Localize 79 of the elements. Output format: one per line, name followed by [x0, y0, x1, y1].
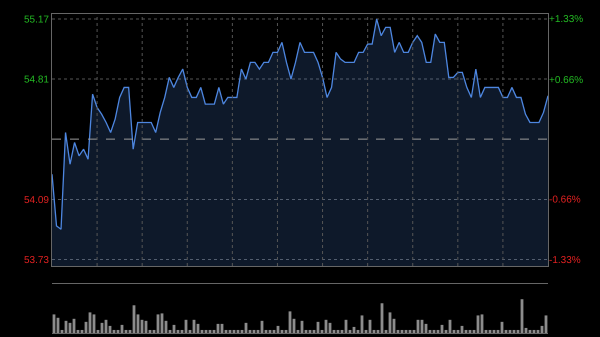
y-tick-label: 53.73	[24, 254, 50, 266]
y2-tick-label: +0.66%	[549, 74, 584, 86]
bar	[228, 330, 232, 333]
bar	[160, 313, 164, 333]
bar	[132, 305, 136, 333]
bar	[272, 330, 276, 333]
bar	[184, 320, 188, 333]
bar	[420, 320, 424, 333]
bar	[88, 312, 92, 333]
bar	[336, 330, 340, 333]
y-tick-label: 55.17	[24, 14, 50, 26]
bar	[112, 330, 116, 333]
bar	[404, 330, 408, 333]
bar	[56, 318, 60, 333]
bar	[528, 330, 532, 333]
bar	[208, 330, 212, 333]
bar	[120, 324, 124, 333]
y-tick-label: 54.09	[24, 194, 50, 206]
bar	[536, 330, 540, 333]
bar	[432, 330, 436, 333]
bar	[408, 330, 412, 333]
bar	[468, 330, 472, 333]
y2-tick-label: -1.33%	[549, 255, 581, 266]
bar	[508, 330, 512, 333]
bar	[324, 320, 328, 333]
bar	[416, 320, 420, 333]
bar	[52, 314, 56, 333]
bar	[244, 322, 248, 333]
bar	[144, 320, 148, 333]
bar	[156, 314, 160, 333]
bar	[300, 320, 304, 333]
y-tick-label: 54.81	[24, 74, 50, 86]
bar	[172, 324, 176, 333]
bar	[232, 330, 236, 333]
bar	[268, 330, 272, 333]
y2-tick-label: +1.33%	[549, 14, 584, 26]
bar	[64, 320, 68, 333]
bar	[260, 320, 264, 333]
y2-tick-label: -0.66%	[549, 194, 581, 206]
bar	[288, 311, 292, 333]
bar	[500, 322, 504, 333]
bar	[512, 330, 516, 333]
bar	[400, 330, 404, 333]
bar	[424, 324, 428, 333]
bar	[236, 330, 240, 333]
bar	[492, 330, 496, 333]
bar	[352, 326, 356, 333]
bar	[344, 320, 348, 333]
bar	[544, 315, 548, 333]
bar	[464, 330, 468, 333]
bar	[216, 324, 220, 333]
bar	[204, 330, 208, 333]
bar	[532, 330, 536, 333]
bar	[448, 320, 452, 333]
bar	[380, 303, 384, 333]
bar	[276, 326, 280, 333]
bar	[480, 314, 484, 333]
bar	[68, 322, 72, 333]
bar	[192, 320, 196, 333]
bar	[72, 318, 76, 333]
bar	[476, 315, 480, 333]
bar	[308, 330, 312, 333]
bar	[252, 330, 256, 333]
bar	[488, 330, 492, 333]
bar	[456, 330, 460, 333]
bar	[440, 324, 444, 333]
bar	[104, 320, 108, 333]
bar	[92, 314, 96, 333]
bar	[328, 322, 332, 333]
bar	[280, 330, 284, 333]
bar	[220, 324, 224, 333]
bar	[368, 320, 372, 333]
bar	[316, 322, 320, 333]
bar	[360, 315, 364, 333]
bar	[196, 324, 200, 333]
bar	[460, 326, 464, 333]
bar	[520, 299, 524, 333]
bar	[100, 322, 104, 333]
bar	[388, 312, 392, 333]
